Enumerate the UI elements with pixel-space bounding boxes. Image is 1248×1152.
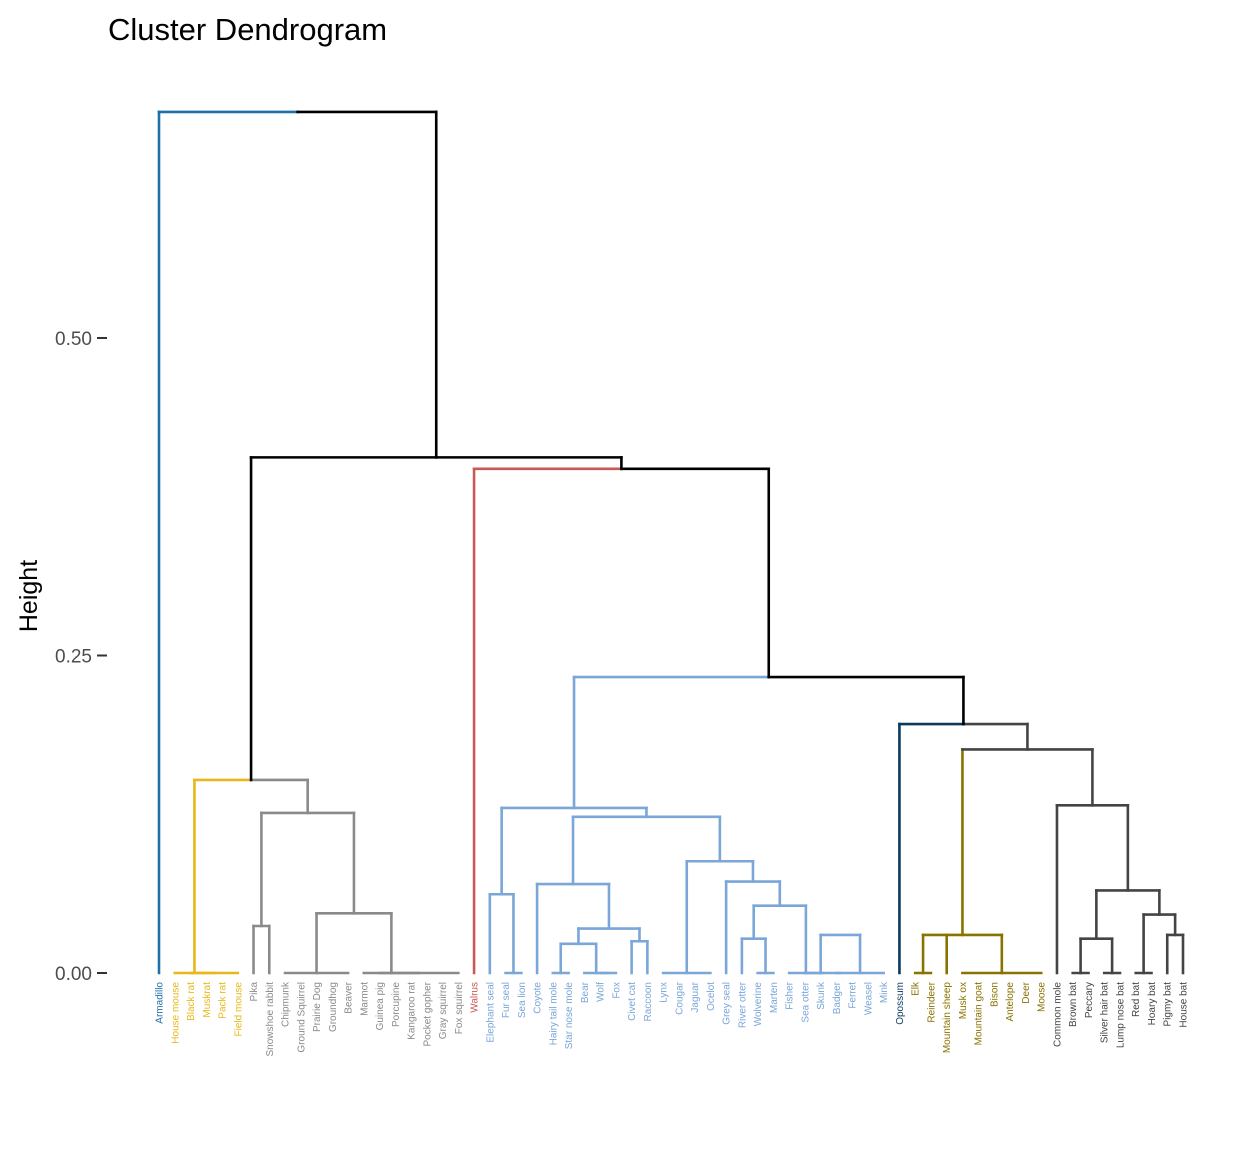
y-tick-label: 0.00 bbox=[55, 964, 92, 985]
leaf-label: Common mole bbox=[1052, 982, 1063, 1047]
leaf-label: Porcupine bbox=[391, 982, 402, 1027]
leaf-label: Snowshoe rabbit bbox=[265, 982, 276, 1057]
y-axis: 0.00 0.25 0.50 bbox=[55, 329, 107, 985]
leaf-label: Ferret bbox=[848, 982, 859, 1009]
leaf-label: Prairie Dog bbox=[312, 982, 323, 1032]
leaf-label: Antelope bbox=[1005, 982, 1016, 1022]
leaf-label: Cougar bbox=[674, 981, 685, 1014]
y-axis-label: Height bbox=[15, 560, 43, 632]
leaf-label: Musk ox bbox=[958, 982, 969, 1019]
leaf-label: Pigmy bat bbox=[1163, 982, 1174, 1027]
leaf-label: Muskrat bbox=[202, 982, 213, 1018]
leaf-label: Guinea pig bbox=[375, 982, 386, 1030]
leaf-label: Skunk bbox=[816, 981, 827, 1010]
leaf-label: River otter bbox=[737, 981, 748, 1028]
leaf-label: Mink bbox=[879, 981, 890, 1003]
leaf-label: Brown bat bbox=[1068, 982, 1079, 1027]
leaf-label: Marmot bbox=[359, 982, 370, 1016]
leaf-label: Wolverine bbox=[753, 982, 764, 1027]
leaf-label: Groundhog bbox=[328, 982, 339, 1032]
leaf-label: Lump nose bat bbox=[1115, 982, 1126, 1048]
leaf-label: House mouse bbox=[170, 982, 181, 1044]
leaf-label: Fisher bbox=[785, 981, 796, 1009]
leaf-label: Civet cat bbox=[627, 982, 638, 1021]
leaf-label: Red bat bbox=[1131, 982, 1142, 1017]
leaf-label: Coyote bbox=[533, 982, 544, 1014]
leaf-label: Elk bbox=[911, 981, 922, 996]
leaf-label: Armadillo bbox=[155, 982, 166, 1024]
leaf-label: Reindeer bbox=[926, 981, 937, 1022]
leaf-label: Badger bbox=[832, 981, 843, 1014]
leaf-label: Wolf bbox=[596, 982, 607, 1002]
leaf-label: Silver hair bat bbox=[1100, 982, 1111, 1043]
leaf-label: House bat bbox=[1179, 982, 1190, 1028]
leaf-label: Gray squirrel bbox=[438, 982, 449, 1039]
leaf-label: Bison bbox=[989, 982, 1000, 1007]
leaf-label: Field mouse bbox=[233, 982, 244, 1037]
leaf-label: Opossum bbox=[895, 982, 906, 1025]
leaf-label: Hoary bat bbox=[1147, 982, 1158, 1026]
leaf-label: Pack rat bbox=[218, 982, 229, 1019]
leaf-label: Mountain sheep bbox=[942, 982, 953, 1054]
leaf-label: Lynx bbox=[659, 982, 670, 1003]
y-tick-label: 0.25 bbox=[55, 647, 92, 668]
leaf-label: Sea otter bbox=[800, 981, 811, 1022]
leaf-label: Fox squirrel bbox=[454, 982, 465, 1034]
leaf-label: Moose bbox=[1037, 982, 1048, 1012]
leaf-label: Raccoon bbox=[643, 982, 654, 1021]
leaf-labels: Armadillo House mouse Black rat Muskrat Pack… bbox=[155, 981, 1190, 1056]
leaf-label: Grey seal bbox=[722, 982, 733, 1025]
leaf-label: Black rat bbox=[186, 982, 197, 1021]
leaf-label: Pika bbox=[249, 982, 260, 1002]
leaf-label: Mountain goat bbox=[974, 982, 985, 1046]
leaf-label: Kangaroo rat bbox=[407, 982, 418, 1040]
leaf-label: Sea lion bbox=[517, 982, 528, 1018]
leaf-label: Marten bbox=[769, 982, 780, 1013]
leaf-label: Deer bbox=[1021, 981, 1032, 1003]
y-tick-label: 0.50 bbox=[55, 329, 92, 350]
leaf-label: Star nose mole bbox=[564, 982, 575, 1050]
leaf-label: Pocket gopher bbox=[422, 981, 433, 1046]
leaf-label: Weasel bbox=[863, 982, 874, 1015]
chart-title: Cluster Dendrogram bbox=[108, 12, 387, 47]
leaf-label: Ground Squirrel bbox=[296, 982, 307, 1053]
leaf-label: Bear bbox=[580, 981, 591, 1003]
leaf-label: Fox bbox=[611, 982, 622, 999]
leaf-label: Ocelot bbox=[706, 982, 717, 1011]
leaf-label: Hairy tail mole bbox=[548, 982, 559, 1046]
leaf-label: Beaver bbox=[344, 981, 355, 1013]
leaf-label: Elephant seal bbox=[485, 982, 496, 1043]
leaf-label: Walrus bbox=[470, 982, 481, 1013]
leaf-label: Peccary bbox=[1084, 982, 1095, 1018]
leaf-label: Chipmunk bbox=[281, 981, 292, 1027]
leaf-label: Jaguar bbox=[690, 981, 701, 1012]
leaf-label: Fur seal bbox=[501, 982, 512, 1018]
dendrogram-branches bbox=[157, 110, 1185, 975]
